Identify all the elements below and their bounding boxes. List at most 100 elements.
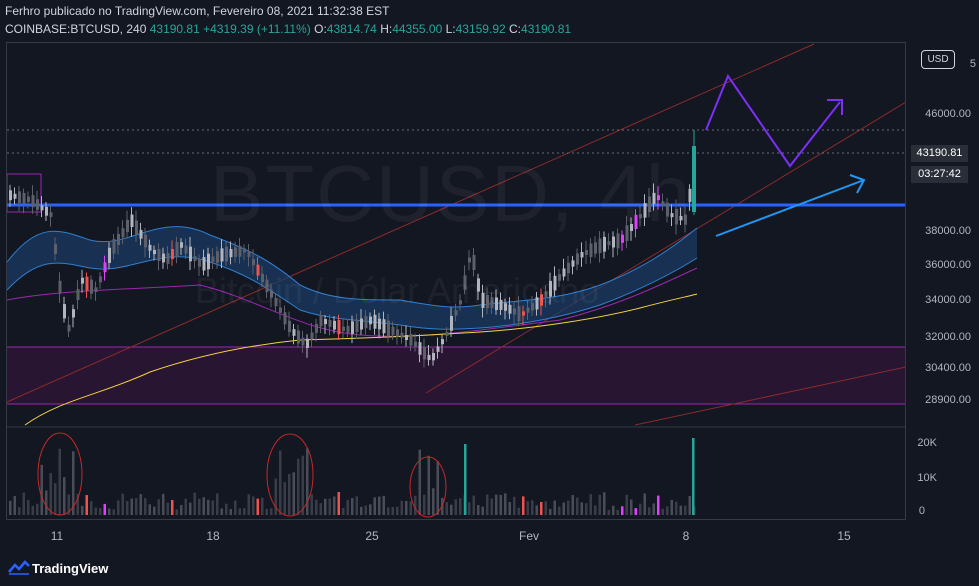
volume-bar [391, 506, 394, 515]
candle-body [333, 320, 336, 330]
volume-bar [364, 505, 367, 515]
candle-body [72, 309, 75, 318]
candle-body [364, 316, 368, 329]
tradingview-logo-icon[interactable] [8, 559, 30, 575]
candle-body [436, 346, 440, 352]
trend-arrow [715, 179, 865, 237]
volume-bars [9, 438, 696, 515]
candle-body [274, 297, 278, 307]
volume-bar [648, 507, 651, 515]
volume-bar [76, 493, 79, 515]
candle-body [634, 214, 638, 229]
volume-bar [427, 455, 430, 515]
candle-body [126, 219, 129, 233]
volume-bar [139, 494, 142, 515]
volume-bar [508, 501, 511, 515]
volume-bar [157, 499, 160, 515]
candle-body [9, 190, 12, 201]
volume-bar [126, 501, 129, 515]
candle-body [666, 202, 669, 217]
volume-bar [432, 488, 435, 515]
candle-body [423, 346, 426, 360]
open-value: 43814.74 [326, 22, 377, 36]
symbol-label[interactable]: COINBASE:BTCUSD, 240 [5, 22, 147, 36]
candle-body [162, 253, 165, 263]
price-tick: 32000.00 [925, 331, 971, 343]
candle-body [247, 251, 251, 257]
volume-bar [112, 509, 115, 515]
volume-bar [481, 506, 484, 515]
volume-bar [234, 500, 237, 515]
candle-body [531, 303, 534, 311]
candle-body [283, 312, 287, 325]
price-tick: 5 [969, 58, 976, 70]
candle-body [256, 264, 260, 276]
brand-name[interactable]: TradingView [32, 561, 109, 576]
volume-bar [513, 496, 516, 515]
volume-bar [324, 498, 327, 515]
price-tick: 34000.00 [925, 294, 971, 306]
candle-body [94, 287, 98, 293]
volume-bar [486, 494, 489, 515]
candle-body [675, 208, 678, 225]
candle-body [477, 278, 480, 292]
volume-bar [562, 502, 565, 515]
volume-tick: 10K [917, 472, 937, 484]
currency-button[interactable]: USD [921, 50, 955, 69]
volume-bar [162, 493, 165, 515]
candle-body [558, 274, 561, 281]
candle-body [157, 249, 161, 261]
candle-body [229, 249, 233, 258]
volume-bar [144, 498, 147, 515]
time-tick: 18 [206, 529, 220, 543]
volume-bar [684, 505, 687, 515]
price-change: +4319.39 (+11.11%) [203, 22, 311, 36]
candle-body [589, 243, 593, 257]
forecast-path [705, 73, 841, 168]
candle-body [540, 294, 543, 306]
candle-body [450, 315, 453, 331]
candle-body [103, 262, 107, 273]
candle-body [688, 188, 692, 203]
candle-body [193, 255, 197, 262]
volume-bar [310, 494, 313, 515]
volume-bar [247, 494, 250, 515]
volume-bar [679, 505, 682, 515]
volume-bar [337, 492, 340, 515]
volume-bar [207, 499, 210, 515]
volume-bar [22, 492, 25, 515]
candle-body [490, 297, 494, 309]
candle-body [513, 308, 516, 315]
volume-tick: 0 [918, 505, 925, 517]
candle-body [616, 233, 620, 249]
candle-body [427, 354, 431, 361]
candle-body [594, 242, 597, 254]
volume-bar [238, 508, 241, 515]
candle-body [612, 236, 615, 248]
volume-bar [414, 495, 417, 515]
volume-bar [373, 497, 376, 515]
volume-bar [252, 496, 255, 515]
candle-body [211, 256, 215, 262]
candle-body [360, 318, 363, 330]
candle-body [463, 275, 467, 290]
volume-bar [535, 505, 538, 515]
volume-bar [634, 508, 637, 515]
time-tick: 8 [682, 529, 690, 543]
last-volume-bar [692, 438, 695, 515]
volume-bar [13, 495, 16, 515]
volume-bar [36, 503, 39, 515]
volume-bar [445, 502, 448, 515]
volume-bar [166, 502, 169, 515]
countdown-tag: 03:27:42 [911, 166, 968, 183]
volume-bar [382, 495, 385, 515]
candle-body [607, 241, 611, 246]
candle-body [553, 275, 557, 291]
volume-bar [580, 502, 583, 515]
volume-bar [495, 494, 498, 515]
close-value: 43190.81 [521, 22, 572, 36]
volume-bar [369, 504, 372, 515]
volume-bar [351, 498, 354, 515]
candle-body [414, 341, 417, 347]
